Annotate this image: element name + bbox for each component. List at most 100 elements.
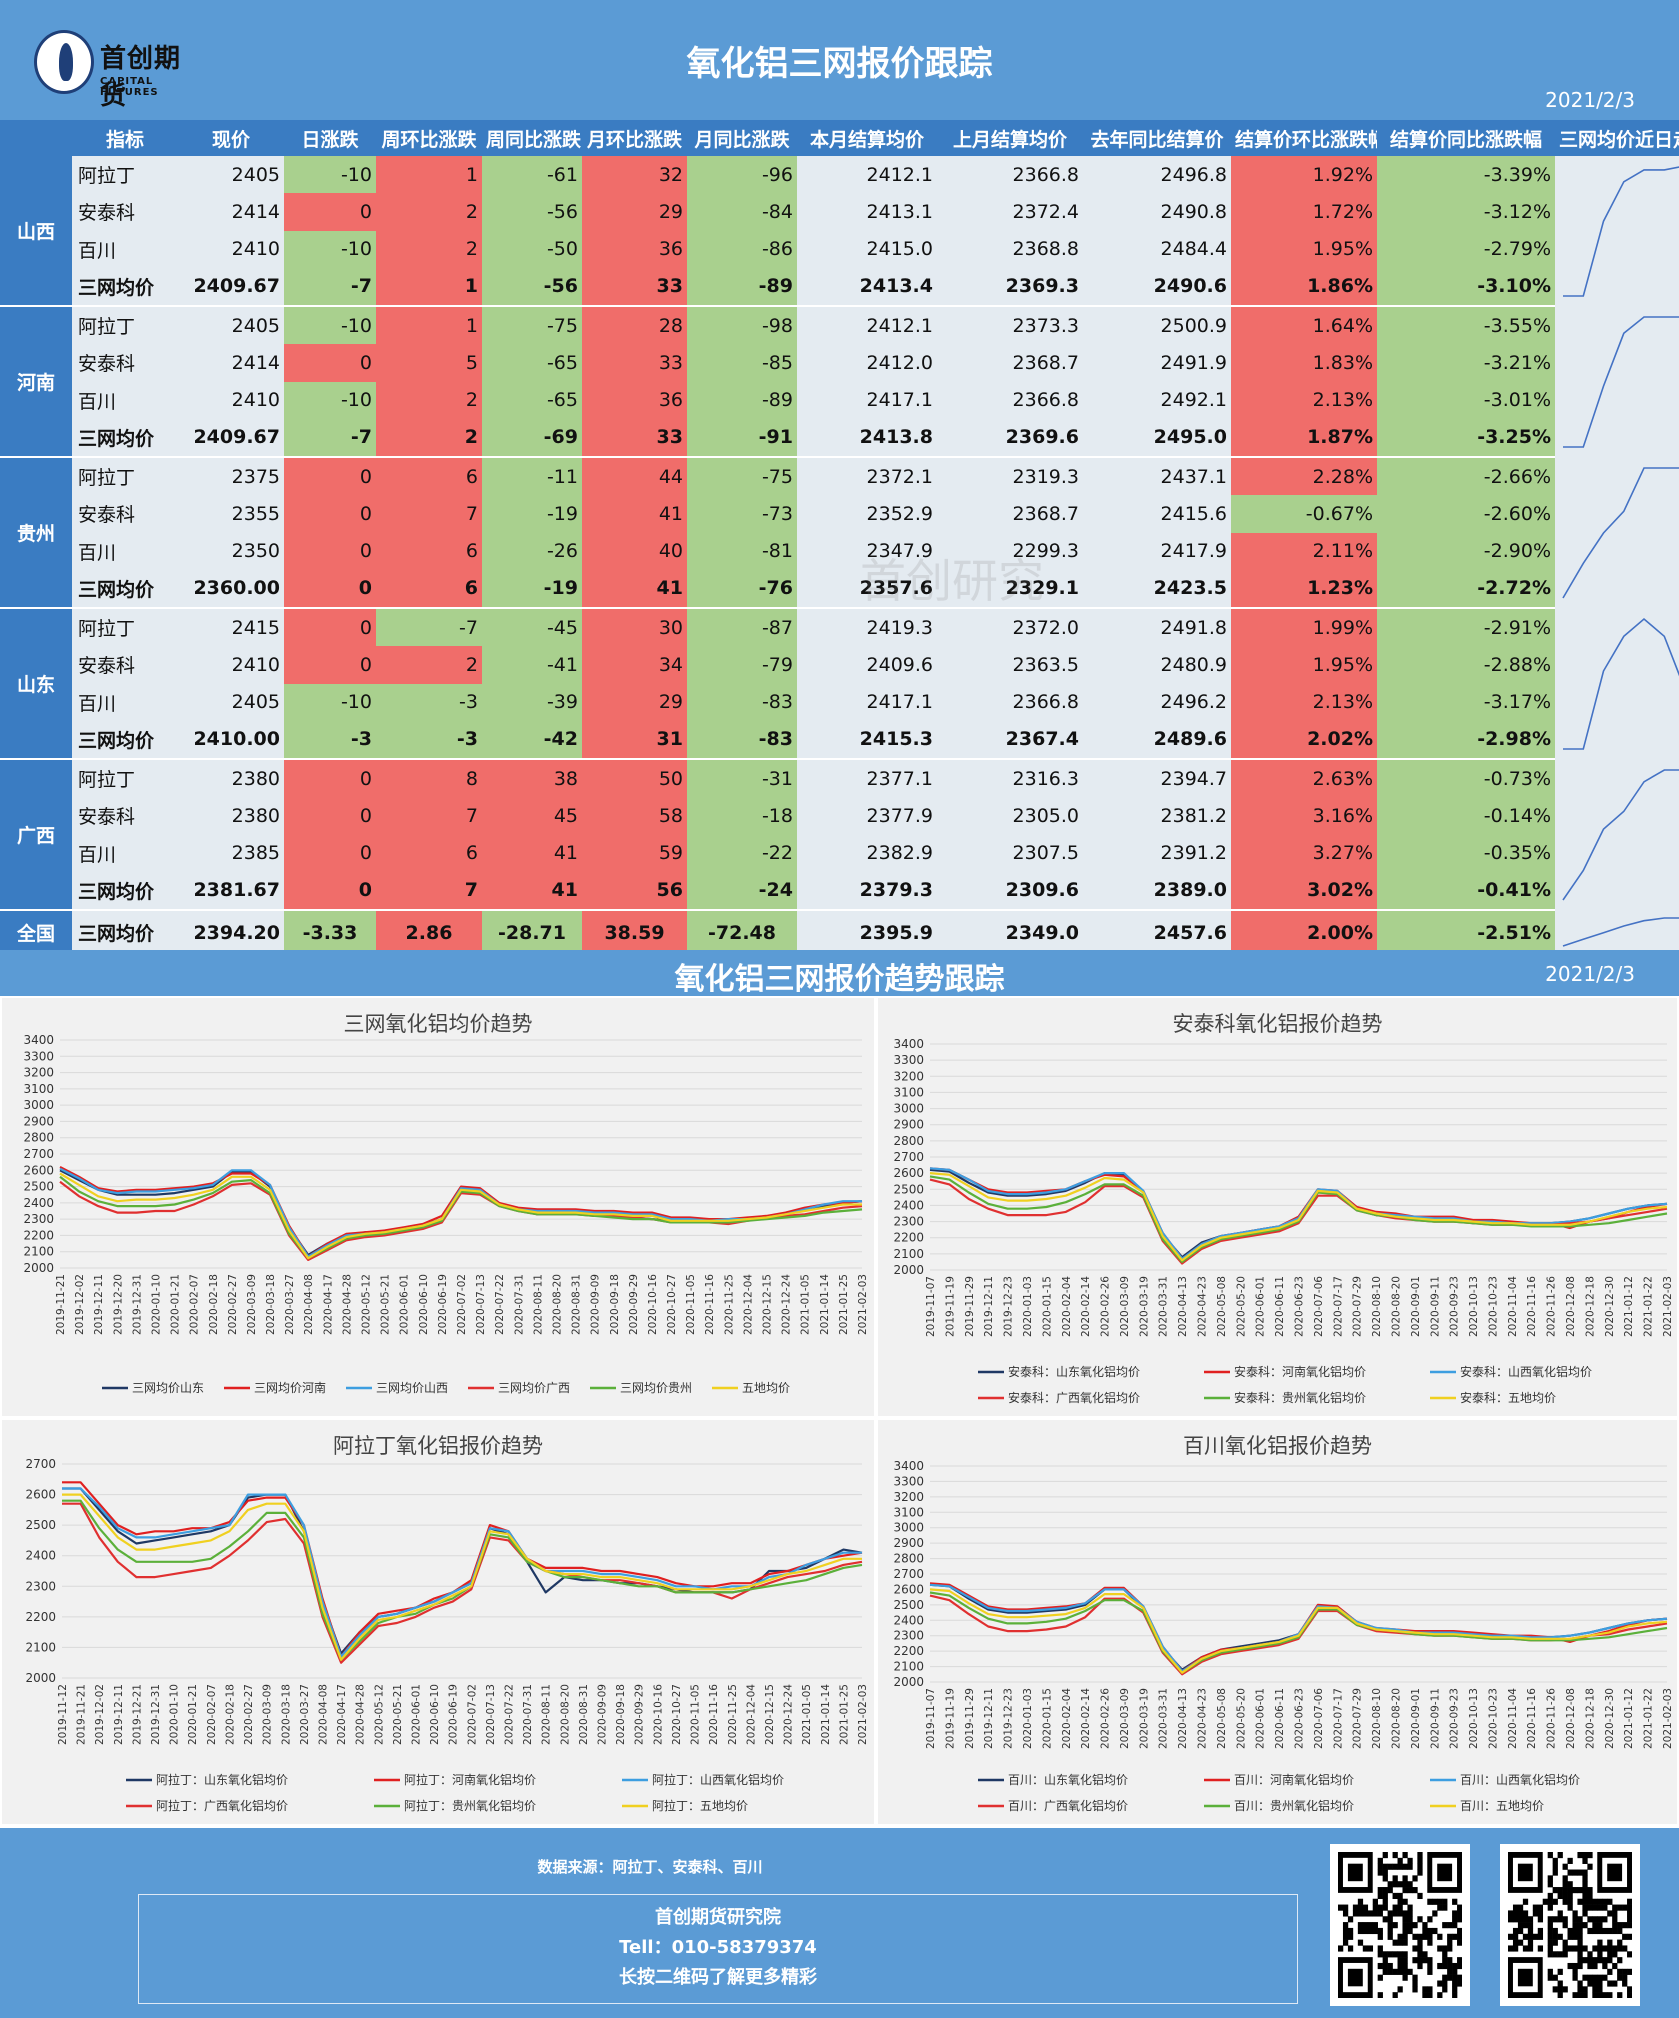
cell-mh: 33 [582,267,687,308]
trend-line [1562,768,1679,900]
legend-label[interactable]: 安泰科：广西氧化铝均价 [1008,1390,1140,1405]
legend-label[interactable]: 阿拉丁：五地均价 [652,1798,748,1813]
qr-module [1392,1951,1398,1958]
legend-label[interactable]: 三网均价河南 [254,1380,326,1395]
table-row: 山东 阿拉丁 2415 0 -7 -45 30 -87 2419.3 2372.0 2491.8 1.… [0,608,1679,760]
qr-module [1627,1922,1632,1929]
qr-module [1427,1933,1433,1940]
current-price: 2405 [178,683,284,721]
qr-module [1422,1986,1428,1993]
cell-wt: 41 [482,834,582,872]
qr-module [1587,1904,1593,1911]
qr-module [1362,1922,1369,1929]
cell-hb: 2.02% [1231,720,1377,761]
qr-module [1567,1927,1573,1935]
qr-module [1517,1910,1524,1917]
legend-label[interactable]: 三网均价山西 [376,1381,448,1395]
qr-module [1597,1986,1603,1993]
legend-label[interactable]: 百川：贵州氧化铝均价 [1234,1798,1354,1813]
legend-label[interactable]: 安泰科：五地均价 [1460,1390,1556,1405]
legend-label[interactable]: 三网均价贵州 [620,1381,692,1395]
legend-label[interactable]: 百川：广西氧化铝均价 [1008,1798,1128,1813]
cell-d: 0 [284,457,376,496]
series-line [929,1167,1668,1260]
trend-line [1562,466,1679,598]
legend-label[interactable]: 百川：河南氧化铝均价 [1234,1772,1354,1787]
legend-label[interactable]: 阿拉丁：河南氧化铝均价 [404,1772,536,1787]
legend-label[interactable]: 百川：山东氧化铝均价 [1008,1772,1128,1787]
legend-label[interactable]: 阿拉丁：广西氧化铝均价 [156,1798,288,1813]
legend-label[interactable]: 五地均价 [742,1381,790,1395]
legend-label[interactable]: 阿拉丁：山西氧化铝均价 [652,1772,784,1787]
qr-module [1512,1904,1519,1911]
column-header: 日涨跌 [284,120,376,156]
qr-module [1587,1887,1593,1894]
cell-wt: -19 [482,495,582,533]
cell-mt: -24 [687,871,797,912]
legend-label[interactable]: 三网均价广西 [498,1381,570,1395]
y-tick-label: 3000 [893,1102,924,1116]
y-tick-label: 2400 [23,1196,54,1210]
qr-module [1552,1933,1558,1940]
qr-module [1508,1933,1514,1940]
qr-module [1357,1927,1364,1935]
cell-yoy: 2457.6 [1083,910,1231,954]
company-logo[interactable]: 首创期货 CAPITAL FUTURES [30,28,200,111]
qr-module [1607,1898,1613,1905]
cell-hb: 1.23% [1231,569,1377,610]
qr-module [1582,1852,1588,1859]
qr-module [1427,1986,1433,1993]
legend-label[interactable]: 安泰科：贵州氧化铝均价 [1234,1390,1366,1405]
qr-module [1437,1904,1443,1911]
cell-mh: 36 [582,230,687,268]
phone[interactable]: Tell：010-58379374 [619,1937,817,1958]
qr-module [1582,1869,1588,1876]
qr-module [1432,1927,1438,1935]
qr-finder [1517,1968,1533,1987]
qr-module [1452,1922,1458,1929]
x-tick-label: 2020-10-13 [1468,1276,1480,1337]
legend-label[interactable]: 阿拉丁：山东氧化铝均价 [156,1772,288,1787]
qr-module [1577,1957,1583,1964]
qr-module [1452,1916,1458,1923]
x-tick-label: 2020-02-18 [208,1274,220,1335]
qr-code-1[interactable] [1330,1844,1470,2006]
qr-finder [1347,1863,1363,1882]
source-name: 安泰科 [72,646,178,684]
legend-label[interactable]: 三网均价山东 [132,1381,204,1395]
legend-label[interactable]: 百川：五地均价 [1460,1799,1544,1813]
table-row: 三网均价 2381.67 0 7 41 56 -24 2379.3 2309.6 2389.0 3.… [0,871,1679,912]
cell-last: 2368.7 [937,344,1083,382]
legend-label[interactable]: 安泰科：山西氧化铝均价 [1460,1364,1592,1379]
qr-module [1627,1951,1632,1958]
y-tick-label: 2600 [23,1163,54,1177]
qr-module [1537,1927,1544,1935]
cell-mh: 34 [582,646,687,684]
qr-module [1367,1927,1374,1935]
table-header-row: 指标 现价 日涨跌 周环比涨跌 周同比涨跌 月环比涨跌 月同比涨跌 本月结算均价 上月结算均价去… [0,120,1679,156]
trend-cell [1555,306,1679,457]
y-tick-label: 3300 [893,1053,924,1067]
legend-label[interactable]: 安泰科：山东氧化铝均价 [1008,1364,1140,1379]
legend-label[interactable]: 安泰科：河南氧化铝均价 [1234,1364,1366,1379]
x-tick-label: 2020-10-13 [1468,1688,1480,1749]
qr-module [1567,1898,1573,1905]
table-row: 安泰科 2380 0 7 45 58 -18 2377.9 2305.0 2381.2 3.16% -… [0,797,1679,835]
qr-module [1592,1922,1598,1929]
legend-label[interactable]: 百川：山西氧化铝均价 [1460,1772,1580,1787]
legend-label[interactable]: 阿拉丁：贵州氧化铝均价 [404,1798,536,1813]
qr-module [1372,1904,1378,1911]
trend-sparkline [1563,617,1679,750]
x-tick-label: 2020-03-27 [284,1274,296,1335]
qr-module [1357,1898,1364,1905]
chart-aladdin: 阿拉丁氧化铝报价趋势 2700 2600 2500 2400 2300 2200 2100 2… [2,1420,874,1824]
qr-code-2[interactable] [1500,1844,1640,2006]
cell-wt: -41 [482,646,582,684]
qr-module [1617,1968,1623,1975]
qr-module [1602,1945,1608,1952]
qr-module [1547,1922,1553,1929]
qr-module [1592,1962,1598,1970]
x-tick-label: 2021-02-03 [857,1274,869,1335]
qr-module [1587,1892,1593,1900]
